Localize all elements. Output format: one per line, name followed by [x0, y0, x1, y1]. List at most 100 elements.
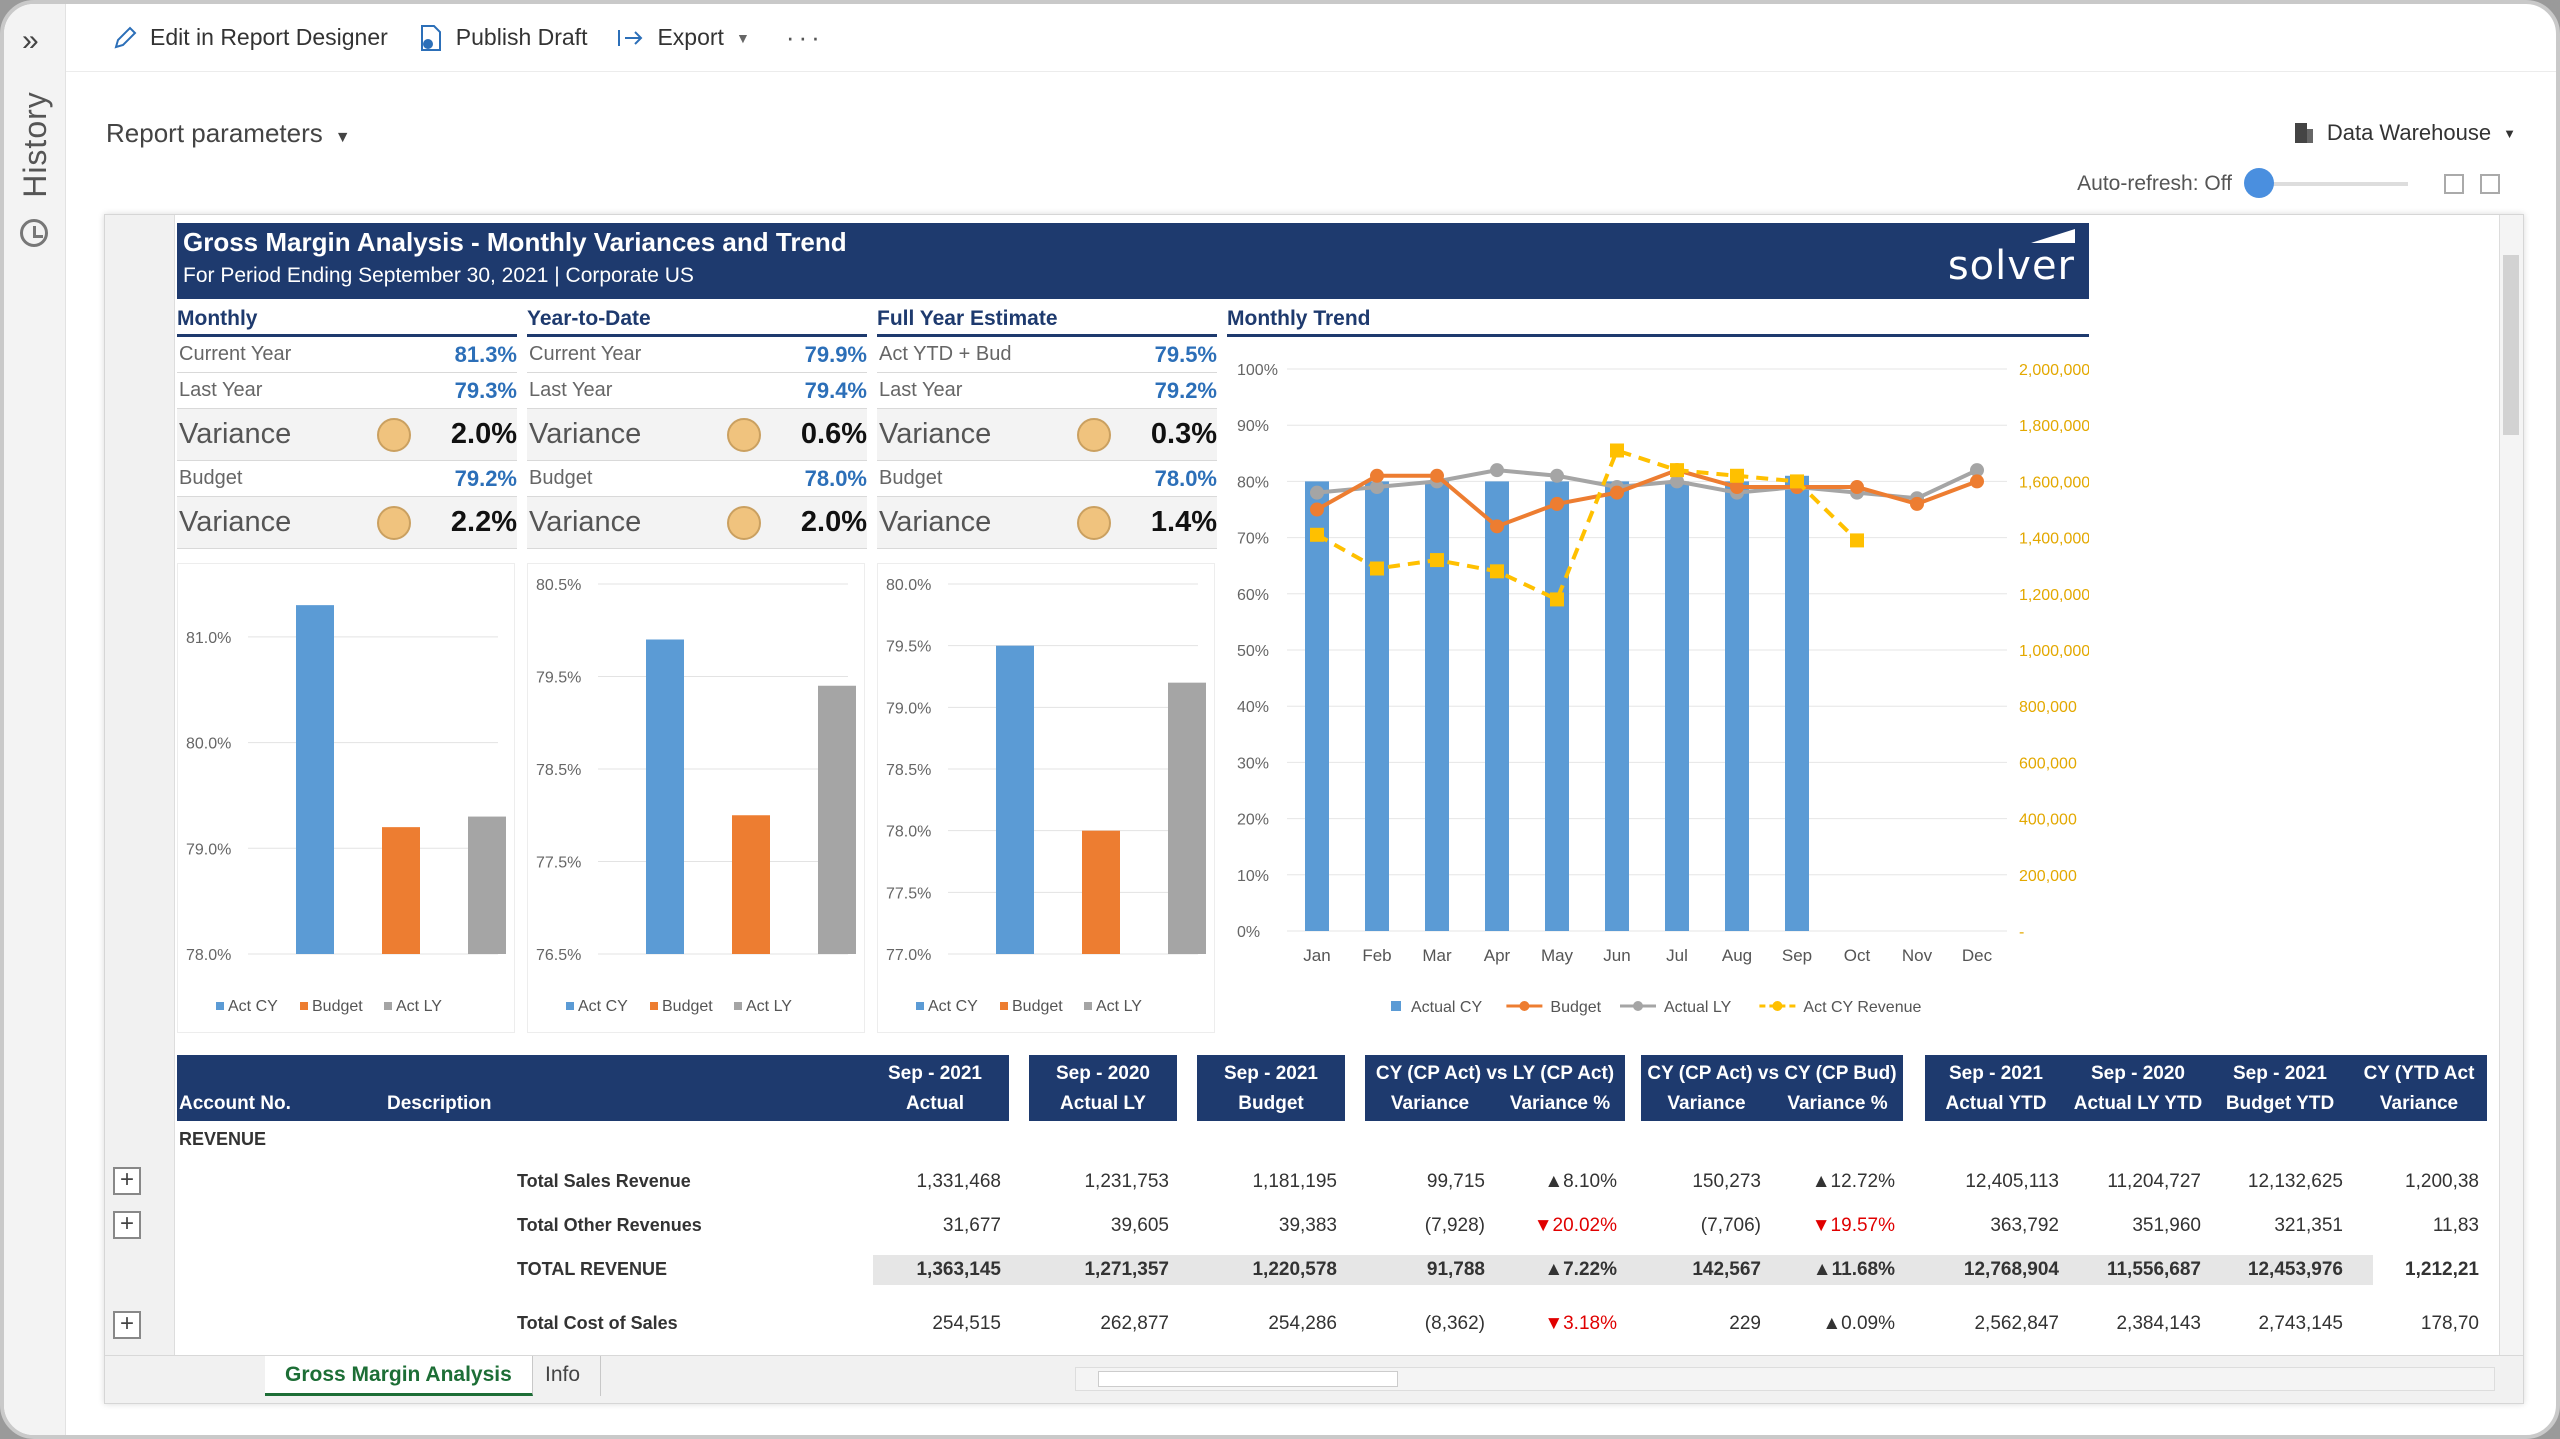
col-header-description: Description [387, 1093, 492, 1114]
table-cell: 363,792 [1990, 1215, 2059, 1236]
point-marker [1310, 502, 1324, 517]
table-cell: 11,556,687 [2106, 1259, 2201, 1280]
auto-refresh-slider[interactable] [2244, 168, 2408, 198]
expand-icon[interactable]: » [22, 24, 39, 57]
col-header: Variance [1390, 1093, 1470, 1114]
y-tick-label: 78.5% [886, 762, 931, 779]
point-marker [1430, 553, 1444, 568]
col-group-header: Sep - 2021 Budget [1197, 1055, 1345, 1121]
y-tick-label: 0% [1237, 924, 1260, 941]
auto-refresh: Auto-refresh: Off [2077, 168, 2500, 198]
col-group-header: Sep - 2021 Budget YTD [2209, 1055, 2351, 1121]
y-tick-label: 80.5% [536, 577, 581, 594]
table-cell: 91,788 [1426, 1259, 1485, 1280]
series-line-budget [1316, 468, 1978, 529]
expand-row-button[interactable]: + [113, 1311, 141, 1339]
grid-icon[interactable] [2480, 174, 2500, 194]
legend-label: Actual CY [1411, 999, 1482, 1016]
legend-marker [1633, 1001, 1643, 1011]
kpi-ytd: Year-to-Date Current Year 79.9% Last Year… [527, 307, 867, 549]
horizontal-scrollbar[interactable] [1075, 1367, 2495, 1391]
legend-label: Act CY Revenue [1803, 999, 1921, 1016]
legend-label: Act LY [746, 998, 792, 1015]
legend-label: Budget [1550, 999, 1601, 1016]
trend-header: Monthly Trend [1227, 307, 2089, 337]
status-dot [376, 505, 411, 540]
col-header-account: Account No. [179, 1093, 291, 1114]
monthly-bar-chart: 78.0% 79.0% 80.0% 81.0% Act CY Budget Act LY [177, 563, 515, 1033]
expand-row-button[interactable]: + [113, 1211, 141, 1239]
table-cell: 1,220,578 [1252, 1259, 1337, 1280]
legend-label: Act CY [578, 998, 628, 1015]
table-cell: 1,212,21 [2405, 1259, 2479, 1280]
report-parameters-dropdown[interactable]: Report parameters ▼ [106, 118, 351, 148]
y-tick-label: 76.5% [536, 947, 581, 964]
tab-gross-margin-analysis[interactable]: Gross Margin Analysis [265, 1356, 533, 1396]
table-cell: 254,286 [1268, 1313, 1337, 1334]
table-cell: ▼3.18% [1544, 1313, 1617, 1334]
y2-tick-label: 1,400,000 [2019, 531, 2089, 548]
bar-act-ly [818, 685, 856, 954]
point-marker [1970, 463, 1984, 478]
tab-info[interactable]: Info [525, 1356, 602, 1396]
status-dot [726, 417, 761, 452]
bar-actual-cy [1785, 475, 1809, 931]
publish-draft-button[interactable]: Publish Draft [418, 13, 587, 63]
bar-actual-cy [1485, 481, 1509, 931]
col-group-title: CY (CP Act) vs LY (CP Act) [1375, 1063, 1615, 1084]
col-group-header: CY (YTD Act Variance [2351, 1055, 2487, 1121]
bar-actual-cy [1305, 481, 1329, 931]
y2-tick-label: 2,000,000 [2019, 362, 2089, 379]
vertical-scrollbar[interactable] [2499, 215, 2523, 1355]
col-group-title: Sep - 2021 [2233, 1063, 2327, 1084]
y2-tick-label: 1,000,000 [2019, 643, 2089, 660]
point-marker [1550, 468, 1564, 483]
data-warehouse-dropdown[interactable]: Data Warehouse ▼ [2293, 120, 2516, 146]
table-cell: ▼20.02% [1533, 1215, 1617, 1236]
table-cell: 2,743,145 [2258, 1313, 2343, 1334]
more-options-button[interactable]: ··· [785, 22, 824, 52]
bar-actual-cy [1665, 481, 1689, 931]
bar-act-cy [996, 645, 1034, 954]
pencil-icon [114, 26, 137, 48]
table-cell: 1,271,357 [1084, 1259, 1169, 1280]
point-marker [1550, 592, 1564, 607]
x-tick-label: Feb [1362, 946, 1391, 965]
export-button[interactable]: Export ▼ [617, 13, 750, 63]
legend-swatch [916, 1002, 924, 1010]
bar-budget [382, 827, 420, 954]
point-marker [1550, 496, 1564, 511]
point-marker [1610, 485, 1624, 500]
x-tick-label: Mar [1422, 946, 1452, 965]
point-marker [1370, 468, 1384, 483]
y2-tick-label: 400,000 [2019, 812, 2077, 829]
table-cell: 229 [1729, 1313, 1761, 1334]
bar-budget [1082, 830, 1120, 954]
x-tick-label: Nov [1902, 946, 1933, 965]
expand-icon[interactable] [2444, 174, 2464, 194]
x-tick-label: Aug [1722, 946, 1752, 965]
history-tab[interactable]: History [16, 90, 53, 198]
legend-swatch [300, 1002, 308, 1010]
table-cell: 178,70 [2420, 1313, 2479, 1334]
y-tick-label: 77.5% [536, 855, 581, 872]
point-marker [1370, 480, 1384, 495]
table-cell: ▲12.72% [1811, 1171, 1895, 1192]
y-tick-label: 40% [1237, 699, 1269, 716]
table-cell: 142,567 [1692, 1259, 1761, 1280]
table-cell: 1,231,753 [1084, 1171, 1169, 1192]
legend-marker [1772, 1001, 1783, 1011]
bar-act-ly [468, 816, 506, 954]
y-tick-label: 78.0% [886, 824, 931, 841]
edit-in-designer-button[interactable]: Edit in Report Designer [112, 13, 388, 63]
expand-row-button[interactable]: + [113, 1167, 141, 1195]
y2-tick-label: 1,600,000 [2019, 474, 2089, 491]
table-cell: 1,363,145 [916, 1259, 1001, 1280]
table-cell: 12,132,625 [2247, 1171, 2343, 1192]
monthly-trend-chart: 0% 10% 20% 30% 40% 50% 60% 70% 80% 90% 100% - 200,00… [1237, 362, 2089, 1016]
table-cell: 31,677 [942, 1215, 1001, 1236]
col-header: Variance [2379, 1093, 2459, 1114]
point-marker [1670, 463, 1684, 478]
table-cell: 11,83 [2432, 1215, 2479, 1236]
